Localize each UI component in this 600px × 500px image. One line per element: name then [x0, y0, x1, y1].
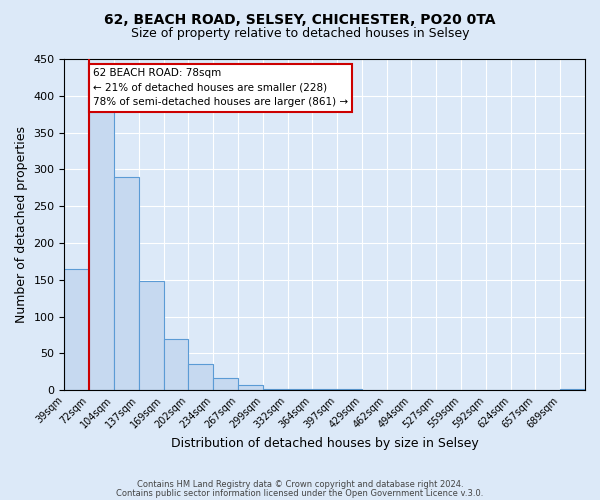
Bar [287, 388, 313, 390]
Text: 62 BEACH ROAD: 78sqm
← 21% of detached houses are smaller (228)
78% of semi-deta: 62 BEACH ROAD: 78sqm ← 21% of detached h… [93, 68, 348, 108]
Bar [64, 269, 89, 390]
Bar [263, 388, 287, 390]
Text: Size of property relative to detached houses in Selsey: Size of property relative to detached ho… [131, 28, 469, 40]
X-axis label: Distribution of detached houses by size in Selsey: Distribution of detached houses by size … [171, 437, 479, 450]
Bar [89, 112, 114, 390]
Y-axis label: Number of detached properties: Number of detached properties [15, 126, 28, 323]
Text: Contains public sector information licensed under the Open Government Licence v.: Contains public sector information licen… [116, 489, 484, 498]
Bar [114, 177, 139, 390]
Bar [139, 282, 164, 390]
Text: Contains HM Land Registry data © Crown copyright and database right 2024.: Contains HM Land Registry data © Crown c… [137, 480, 463, 489]
Bar [188, 364, 213, 390]
Bar [164, 338, 188, 390]
Text: 62, BEACH ROAD, SELSEY, CHICHESTER, PO20 0TA: 62, BEACH ROAD, SELSEY, CHICHESTER, PO20… [104, 12, 496, 26]
Bar [238, 385, 263, 390]
Bar [213, 378, 238, 390]
Bar [313, 388, 337, 390]
